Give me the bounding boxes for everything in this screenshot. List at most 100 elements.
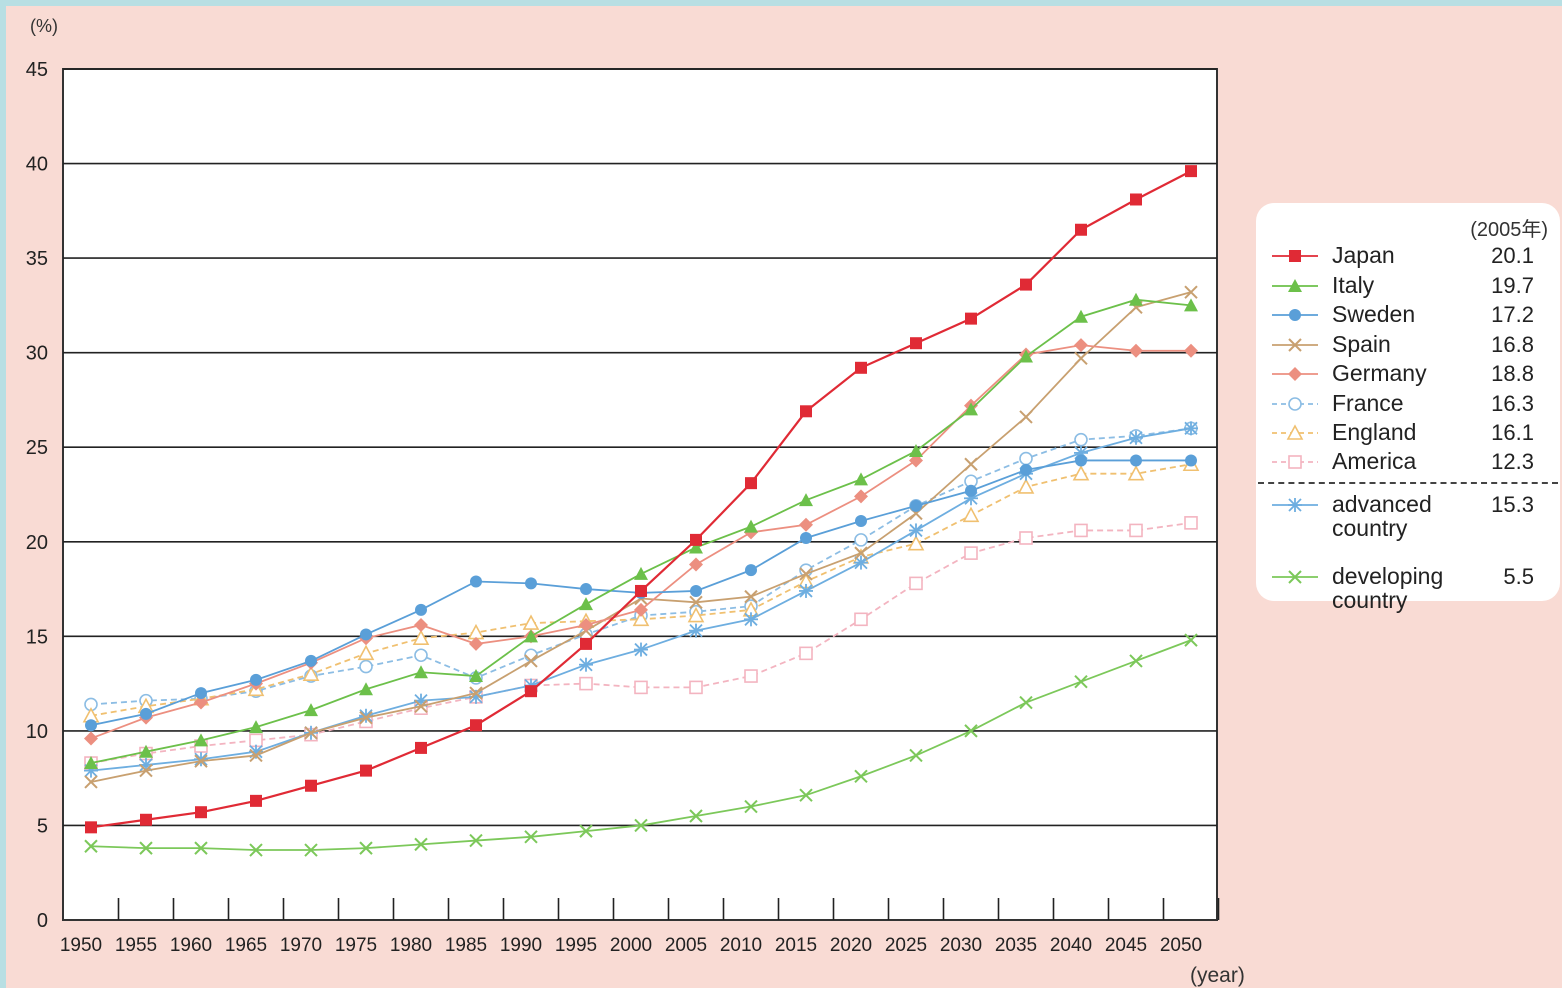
data-point-italy [744, 519, 758, 533]
x-tick-label: 1985 [445, 935, 487, 956]
data-point-england [357, 644, 375, 661]
legend-label: advanced country [1332, 491, 1432, 541]
data-point-america [909, 576, 923, 591]
legend-item-advanced-country: advanced country 15.3 [1256, 490, 1560, 540]
data-point-developing-country [304, 843, 318, 857]
data-point-developing-country [854, 769, 868, 783]
series-layer [82, 165, 1200, 857]
data-point-italy [139, 744, 153, 758]
legend-item-developing-country: developing country 5.5 [1256, 562, 1560, 612]
x-tick-label: 1965 [225, 935, 267, 956]
data-point-america [1074, 523, 1088, 538]
data-point-germany [84, 731, 98, 746]
y-axis-unit: (%) [30, 16, 58, 36]
data-point-italy [909, 444, 923, 458]
data-point-advanced-country [854, 555, 868, 570]
data-point-spain [799, 567, 813, 581]
data-point-spain [414, 699, 428, 714]
legend-value: 18.8 [1491, 361, 1534, 386]
legend-marker-america [1288, 455, 1302, 469]
data-point-sweden [360, 628, 372, 641]
data-point-advanced-country [579, 657, 593, 672]
legend-label: Sweden [1332, 301, 1416, 327]
data-point-advanced-country [799, 583, 813, 598]
data-point-developing-country [799, 788, 813, 802]
data-point-japan [690, 533, 702, 546]
data-point-america [579, 676, 593, 691]
data-point-advanced-country [359, 708, 373, 723]
data-point-italy [414, 665, 428, 679]
data-point-england [907, 534, 925, 551]
data-point-america [1019, 531, 1033, 545]
legend-label: Italy [1332, 272, 1375, 298]
legend-marker-england [1286, 424, 1304, 440]
data-point-germany [1129, 343, 1143, 358]
x-tick-label: 1990 [500, 935, 542, 956]
data-point-germany [689, 557, 703, 572]
data-point-america [634, 680, 648, 695]
legend-marker-italy [1288, 279, 1302, 292]
data-point-sweden [195, 687, 207, 700]
data-point-america [689, 680, 703, 695]
series-italy [84, 292, 1198, 770]
data-point-spain [524, 654, 538, 668]
data-point-sweden [965, 484, 977, 497]
data-point-japan [415, 741, 427, 754]
x-tick-label: 1955 [115, 935, 157, 956]
data-point-sweden [1130, 454, 1142, 467]
data-point-england [962, 506, 980, 523]
data-point-italy [359, 682, 373, 696]
data-point-germany [579, 617, 593, 632]
legend-symbol-france [1272, 397, 1318, 411]
data-point-italy [579, 597, 593, 611]
data-point-italy [799, 493, 813, 507]
data-point-japan [635, 584, 647, 597]
x-tick-label: 2035 [995, 935, 1037, 956]
data-point-germany [414, 617, 428, 632]
y-axis: 0 5 10 15 20 25 30 35 40 45 [26, 59, 48, 932]
data-point-spain [359, 710, 373, 725]
y-tick-label: 35 [26, 248, 48, 270]
series-line-america [90, 521, 1192, 764]
legend-value: 17.2 [1491, 302, 1534, 327]
data-point-sweden [910, 499, 922, 512]
x-tick-label: 1980 [390, 935, 432, 956]
data-point-sweden [305, 654, 317, 667]
legend-marker-sweden [1289, 309, 1301, 321]
data-point-america [799, 646, 813, 661]
data-point-japan [140, 813, 152, 826]
data-point-italy [84, 756, 98, 770]
series-japan [85, 165, 1197, 834]
data-point-italy [194, 733, 208, 747]
data-point-developing-country [1184, 633, 1198, 647]
legend-value: 19.7 [1491, 273, 1534, 298]
legend-value: 16.1 [1491, 420, 1534, 445]
y-tick-label: 15 [26, 626, 48, 648]
data-point-france [1074, 432, 1088, 447]
data-point-england [687, 606, 705, 623]
legend-marker-spain [1288, 338, 1302, 352]
data-point-france [854, 533, 868, 547]
legend-label: Spain [1332, 331, 1391, 357]
legend-symbol-america [1272, 455, 1318, 469]
legend-header: (2005年) [1470, 219, 1548, 241]
x-tick-label: 2005 [665, 935, 707, 956]
data-point-japan [745, 477, 757, 490]
x-tick-label: 2030 [940, 935, 982, 956]
data-point-developing-country [689, 809, 703, 823]
data-point-advanced-country [689, 623, 703, 638]
data-point-england [1017, 478, 1035, 494]
legend-item-england: England 16.1 [1256, 418, 1560, 448]
legend-item-america: America 12.3 [1256, 447, 1560, 477]
legend-value: 20.1 [1491, 243, 1534, 268]
data-point-developing-country [524, 830, 538, 844]
data-point-developing-country [194, 841, 208, 855]
y-tick-label: 45 [26, 59, 48, 81]
data-point-japan [580, 637, 592, 650]
x-tick-label: 2040 [1050, 935, 1092, 956]
data-point-sweden [690, 584, 702, 597]
data-point-italy [634, 566, 648, 580]
y-tick-label: 0 [37, 910, 48, 932]
x-tick-label: 2045 [1105, 935, 1147, 956]
data-point-developing-country [359, 841, 373, 855]
